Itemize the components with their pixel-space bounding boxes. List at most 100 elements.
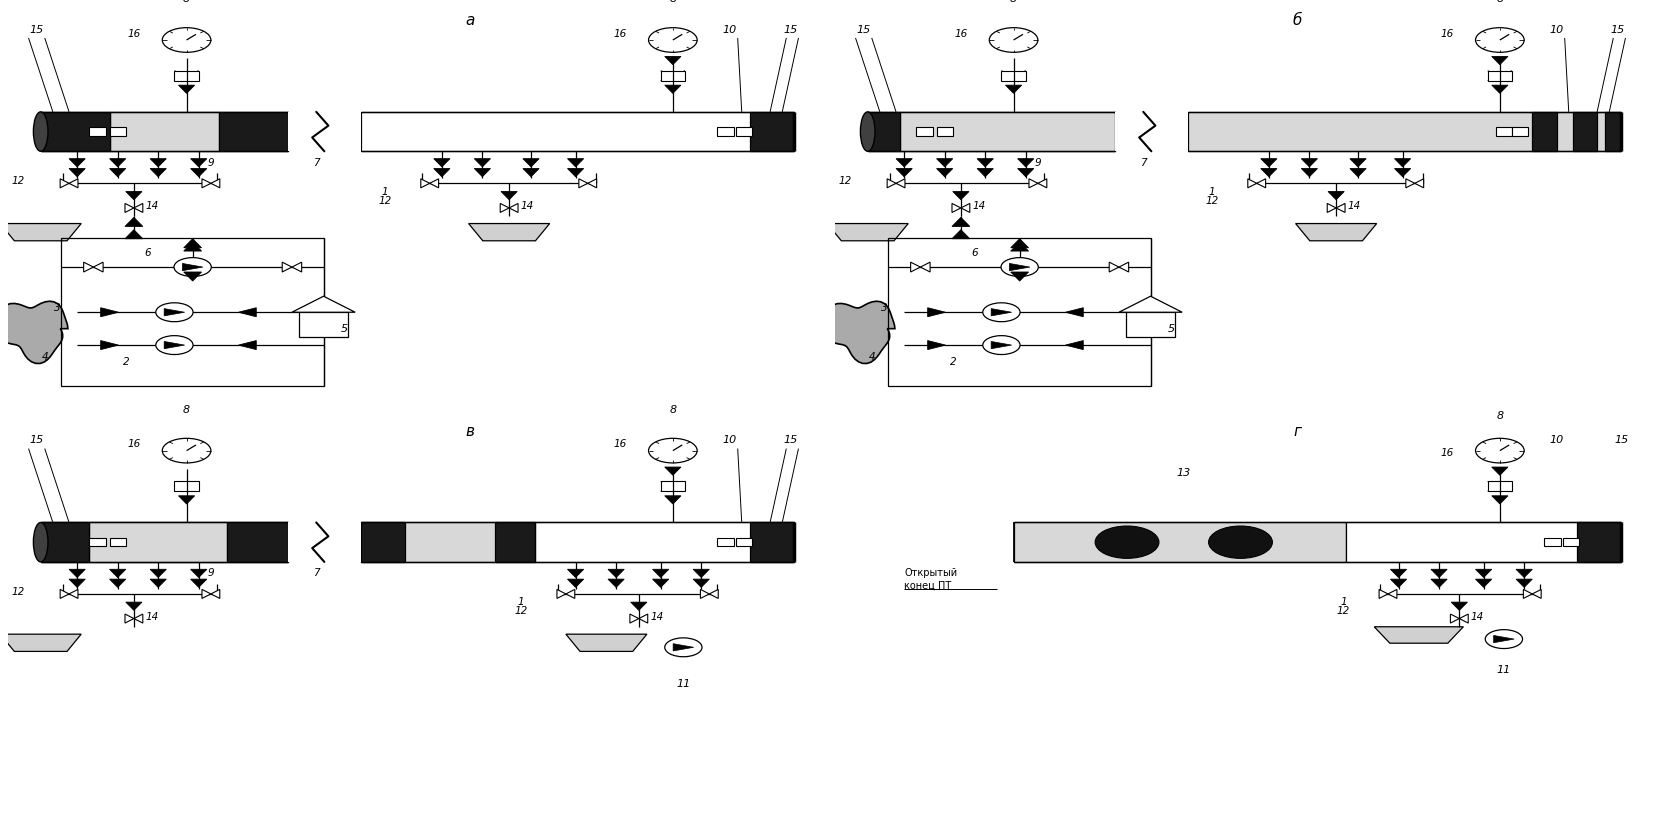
Polygon shape — [109, 168, 126, 177]
Bar — [89, 522, 227, 562]
Polygon shape — [202, 589, 212, 598]
Bar — [41, 522, 288, 562]
Polygon shape — [184, 242, 202, 251]
Circle shape — [1475, 28, 1523, 52]
Polygon shape — [238, 308, 256, 317]
Text: 15: 15 — [784, 25, 797, 34]
Bar — [41, 111, 288, 152]
Bar — [61, 238, 324, 386]
Polygon shape — [1391, 569, 1406, 577]
Text: 16: 16 — [954, 28, 968, 39]
Polygon shape — [953, 230, 969, 239]
Bar — [109, 538, 126, 546]
Polygon shape — [1029, 178, 1039, 188]
Polygon shape — [936, 168, 953, 177]
Text: 12: 12 — [514, 606, 528, 616]
Text: 14: 14 — [1348, 201, 1361, 211]
Bar — [660, 70, 685, 80]
Bar — [1563, 538, 1580, 546]
Bar — [1487, 481, 1512, 491]
Polygon shape — [69, 168, 86, 177]
Text: 8: 8 — [670, 405, 676, 415]
Bar — [749, 522, 794, 562]
Bar — [174, 481, 198, 491]
Text: 15: 15 — [784, 436, 797, 445]
Bar — [109, 127, 126, 136]
Polygon shape — [567, 569, 584, 577]
Polygon shape — [1039, 178, 1047, 188]
Text: 12: 12 — [12, 176, 25, 186]
Polygon shape — [202, 178, 212, 188]
Polygon shape — [1009, 263, 1030, 271]
Polygon shape — [1006, 85, 1022, 93]
Text: 14: 14 — [973, 201, 986, 211]
Polygon shape — [1017, 158, 1034, 167]
Circle shape — [648, 28, 696, 52]
Polygon shape — [609, 569, 624, 577]
Polygon shape — [700, 589, 710, 598]
Polygon shape — [920, 262, 930, 272]
Text: 5: 5 — [1168, 323, 1176, 334]
Polygon shape — [1350, 168, 1366, 177]
Polygon shape — [1431, 579, 1447, 587]
Polygon shape — [961, 204, 969, 213]
Text: 3: 3 — [53, 303, 60, 313]
Bar — [174, 70, 198, 80]
Circle shape — [162, 438, 212, 463]
Bar — [1545, 538, 1561, 546]
Polygon shape — [1414, 178, 1424, 188]
Bar — [888, 238, 1151, 386]
Polygon shape — [69, 158, 86, 167]
Polygon shape — [109, 158, 126, 167]
Polygon shape — [126, 614, 134, 623]
Circle shape — [162, 28, 212, 52]
Text: 6: 6 — [146, 248, 152, 258]
Polygon shape — [911, 262, 920, 272]
Polygon shape — [151, 168, 167, 177]
Polygon shape — [179, 85, 195, 93]
Polygon shape — [953, 217, 969, 226]
Bar — [1495, 127, 1512, 136]
Polygon shape — [1459, 614, 1469, 623]
Polygon shape — [991, 341, 1012, 349]
Text: 8: 8 — [670, 0, 676, 4]
Polygon shape — [475, 158, 491, 167]
Text: 11: 11 — [676, 680, 690, 690]
Text: 14: 14 — [146, 201, 159, 211]
Text: 4: 4 — [868, 353, 875, 362]
Text: 16: 16 — [127, 439, 141, 449]
Polygon shape — [825, 301, 895, 364]
Polygon shape — [433, 158, 450, 167]
Polygon shape — [1302, 168, 1318, 177]
Text: 1: 1 — [382, 187, 389, 197]
Bar — [1576, 522, 1621, 562]
Text: 9: 9 — [1034, 158, 1042, 168]
Text: 15: 15 — [1611, 25, 1624, 34]
Polygon shape — [1327, 204, 1336, 213]
Bar — [218, 111, 288, 152]
Text: Открытый: Открытый — [905, 568, 958, 578]
Bar — [900, 111, 1115, 152]
Text: 15: 15 — [1614, 436, 1629, 445]
Polygon shape — [1328, 192, 1345, 199]
Bar — [1573, 111, 1598, 152]
Bar — [89, 127, 106, 136]
Bar — [1126, 313, 1174, 337]
Polygon shape — [1257, 178, 1265, 188]
Circle shape — [982, 303, 1021, 322]
Polygon shape — [953, 204, 961, 213]
Polygon shape — [164, 308, 185, 316]
Bar — [868, 111, 1115, 152]
Polygon shape — [673, 644, 693, 651]
Text: 1: 1 — [1209, 187, 1216, 197]
Polygon shape — [134, 204, 142, 213]
Polygon shape — [978, 158, 994, 167]
Polygon shape — [928, 308, 946, 317]
Bar — [109, 111, 218, 152]
Bar — [1001, 70, 1025, 80]
Polygon shape — [1492, 467, 1508, 475]
Polygon shape — [1350, 158, 1366, 167]
Polygon shape — [1118, 296, 1183, 313]
Bar — [936, 127, 953, 136]
Text: 8: 8 — [184, 405, 190, 415]
